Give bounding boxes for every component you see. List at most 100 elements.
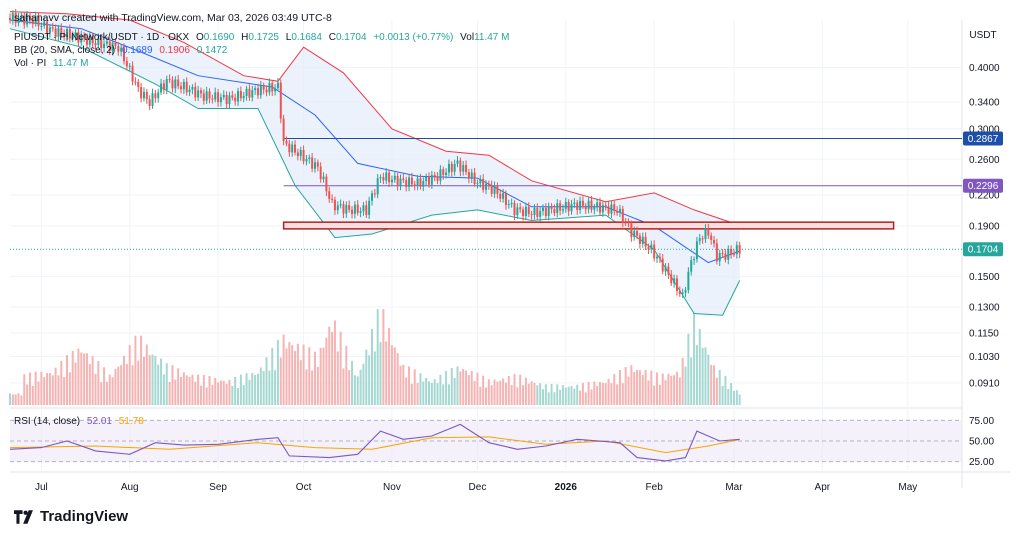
volume-bar — [34, 371, 37, 405]
volume-bar — [536, 385, 539, 405]
candle-body — [288, 143, 291, 153]
candle-body — [390, 179, 393, 183]
volume-bar — [296, 343, 299, 405]
vol-pi-label: Vol · PI — [14, 58, 47, 69]
rsi-ma-value: 51.78 — [118, 416, 144, 427]
volume-bar — [601, 382, 604, 405]
volume-bar — [103, 367, 106, 405]
candle-body — [188, 89, 191, 93]
candle-body — [730, 248, 733, 255]
volume-bar — [473, 381, 476, 405]
candle-body — [368, 200, 371, 215]
candle-body — [376, 178, 379, 195]
close-label: C — [328, 32, 336, 43]
candle-body — [117, 45, 120, 52]
candle-body — [522, 209, 525, 216]
volume-bar — [647, 380, 650, 405]
volume-bar — [31, 386, 34, 405]
bb-basis-value: 0.1689 — [121, 45, 153, 56]
rsi-legend[interactable]: RSI (14, close) 52.01 51.78 — [14, 416, 148, 427]
candle-body — [262, 85, 265, 90]
candle-body — [405, 179, 408, 187]
volume-bar — [570, 385, 573, 405]
price-tick-label: 0.1900 — [969, 222, 1000, 233]
volume-legend[interactable]: Vol · PI 11.47 M — [14, 58, 92, 69]
volume-bar — [231, 386, 234, 405]
candle-body — [125, 61, 128, 67]
candle-body — [299, 150, 302, 157]
candle-body — [388, 172, 391, 183]
candle-body — [436, 176, 439, 181]
volume-bar — [465, 370, 468, 405]
price-tick-label: 0.1500 — [969, 272, 1000, 283]
candle-body — [584, 205, 587, 210]
candle-body — [37, 16, 40, 27]
candle-body — [333, 199, 336, 211]
volume-bar — [77, 348, 80, 405]
candle-body — [473, 172, 476, 185]
candle-body — [128, 65, 131, 67]
candle-body — [476, 183, 479, 185]
candle-body — [217, 92, 220, 103]
candle-body — [311, 157, 314, 169]
volume-bar — [311, 370, 314, 405]
candle-body — [305, 159, 308, 162]
volume-bar — [88, 363, 91, 405]
volume-bar — [222, 380, 225, 405]
rsi-tick-label: 50.00 — [969, 437, 994, 448]
candle-body — [670, 274, 673, 284]
volume-bar — [177, 368, 180, 405]
candle-body — [274, 88, 277, 92]
rsi-tick-label: 75.00 — [969, 416, 994, 427]
volume-bar — [276, 340, 279, 405]
candle-body — [171, 80, 174, 89]
volume-bar — [174, 379, 177, 405]
volume-bar — [219, 380, 222, 405]
candle-body — [145, 91, 148, 100]
bb-upper-line — [9, 11, 740, 226]
bb-legend[interactable]: BB (20, SMA, close, 2) 0.1689 0.1906 0.1… — [14, 45, 231, 56]
candle-body — [34, 16, 37, 25]
candle-body — [382, 177, 385, 181]
candle-body — [88, 35, 91, 45]
candle-body — [399, 178, 402, 187]
volume-bar — [80, 352, 83, 405]
candle-body — [51, 27, 54, 29]
volume-bar — [248, 379, 251, 405]
candle-body — [80, 35, 83, 43]
candle-body — [279, 82, 282, 119]
volume-bar — [342, 368, 345, 405]
symbol-label[interactable]: PIUSDT · Pi Network/USDT · 1D · OKX — [14, 32, 190, 43]
volume-bar — [519, 374, 522, 405]
volume-bar — [137, 360, 140, 405]
volume-bar — [26, 384, 29, 405]
candle-body — [550, 206, 553, 209]
candle-body — [638, 235, 641, 244]
header-text: sahanavv created with TradingView.com, M… — [14, 12, 332, 24]
price-level-tag-text: 0.2296 — [968, 181, 999, 192]
volume-bar — [590, 389, 593, 405]
candle-body — [450, 163, 453, 172]
time-tick-label: May — [898, 482, 917, 493]
candle-body — [54, 28, 57, 37]
volume-bar — [271, 347, 274, 405]
volume-bar — [624, 366, 627, 405]
brand[interactable]: TradingView — [14, 508, 128, 525]
volume-bar — [667, 373, 670, 405]
candle-body — [613, 204, 616, 211]
volume-bar — [188, 376, 191, 405]
candle-body — [393, 175, 396, 180]
volume-bar — [442, 384, 445, 405]
low-value: 0.1684 — [291, 32, 322, 43]
volume-bar — [447, 384, 450, 405]
candle-body — [633, 231, 636, 238]
volume-bar — [239, 374, 242, 405]
time-tick-label: Mar — [725, 482, 743, 493]
candle-body — [17, 17, 20, 24]
volume-bar — [485, 387, 487, 405]
candle-body — [678, 291, 681, 294]
volume-bar — [399, 365, 402, 405]
candle-body — [490, 185, 493, 194]
volume-bar — [656, 372, 659, 405]
